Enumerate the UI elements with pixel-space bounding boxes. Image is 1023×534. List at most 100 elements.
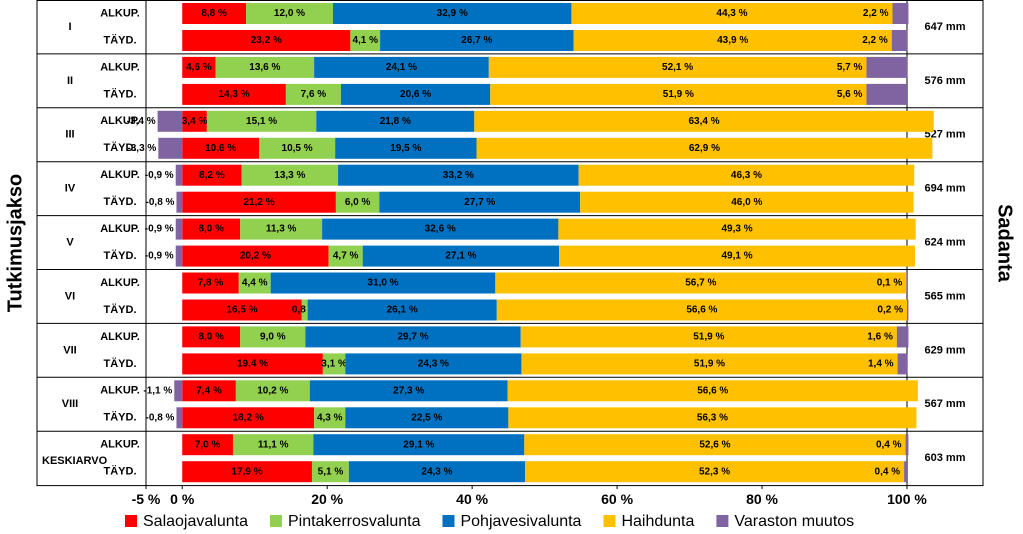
bar-segment (182, 407, 315, 429)
value-label: 56,6 % (697, 385, 728, 396)
bar-segment (301, 299, 308, 321)
value-label: 4,6 % (186, 62, 212, 73)
bar-segment (866, 56, 908, 78)
group-label: VIII (62, 398, 79, 410)
row-label: ALKUP. (100, 7, 140, 19)
value-label: 56,7 % (685, 278, 716, 289)
value-label: 2,2 % (862, 35, 888, 46)
row-label: ALKUP. (100, 439, 140, 451)
value-label: -0,8 % (146, 412, 175, 423)
value-label: 11,1 % (258, 439, 289, 450)
value-label: 7,6 % (301, 89, 327, 100)
value-label: -0,9 % (145, 251, 174, 262)
bar-segment (158, 137, 183, 159)
bar-segment (314, 56, 489, 78)
bar-segment (182, 83, 286, 105)
value-label: 1,4 % (868, 359, 894, 370)
precipitation-label: 565 mm (925, 290, 966, 302)
value-label: 63,4 % (688, 116, 719, 127)
value-label: 26,1 % (387, 305, 418, 316)
value-label: 0,1 % (877, 278, 903, 289)
bar-segment (559, 245, 915, 267)
bar-segment (307, 299, 497, 321)
bar-segment (182, 164, 242, 186)
y2-axis-label: Sadanta (994, 204, 1016, 283)
bar-segment (474, 110, 934, 132)
row-label: TÄYD. (104, 87, 137, 100)
value-label: 31,0 % (367, 278, 398, 289)
value-label: 10,6 % (205, 143, 236, 154)
bar-segment (309, 380, 508, 402)
value-label: 3,4 % (182, 116, 208, 127)
bar-segment (380, 30, 574, 51)
value-label: 5,6 % (837, 89, 863, 100)
bar-segment (232, 434, 314, 456)
legend-label: Pintakerrosvalunta (288, 513, 421, 530)
bar-segment (285, 83, 341, 105)
value-label: 4,1 % (352, 35, 378, 46)
value-label: 52,6 % (699, 439, 730, 450)
legend-swatch (603, 515, 616, 527)
value-label: 8,0 % (198, 224, 224, 235)
group-label: III (65, 129, 74, 141)
bar-segment (345, 407, 509, 429)
bar-segment (240, 218, 323, 240)
bar-segment (246, 3, 333, 24)
value-label: 46,3 % (731, 170, 762, 181)
x-tick-label: 100 % (887, 491, 927, 507)
bar-segment (906, 272, 907, 294)
bar-segment (175, 245, 183, 267)
value-label: 18,2 % (233, 412, 264, 423)
value-label: 44,3 % (716, 8, 747, 19)
bar-segment (571, 3, 893, 24)
value-label: 5,7 % (837, 62, 863, 73)
bar-segment (176, 407, 183, 429)
value-label: 33,2 % (443, 170, 474, 181)
bar-segment (182, 245, 329, 267)
bar-segment (892, 3, 909, 24)
value-label: 0,4 % (875, 466, 901, 477)
bar-segment (866, 83, 907, 105)
bar-segment (328, 245, 363, 267)
bar-segment (182, 191, 336, 213)
legend-swatch (269, 515, 282, 527)
bar-segment (525, 461, 905, 483)
bar-segment (305, 326, 521, 348)
value-label: -0,9 % (145, 224, 174, 235)
row-label: TÄYD. (104, 357, 137, 370)
bar-segment (206, 110, 317, 132)
value-label: 21,8 % (380, 116, 411, 127)
value-label: 13,6 % (249, 62, 280, 73)
bar-segment (235, 380, 310, 402)
x-tick-label: 0 % (170, 491, 195, 507)
value-label: 52,1 % (662, 62, 693, 73)
bar-segment (182, 137, 260, 159)
bar-segment (182, 110, 207, 132)
precipitation-label: 576 mm (925, 75, 966, 87)
bar-segment (379, 191, 581, 213)
bar-segment (897, 353, 908, 375)
value-label: 29,1 % (403, 439, 434, 450)
bar-segment (182, 218, 241, 240)
precipitation-label: 567 mm (925, 398, 966, 410)
legend-label: Pohjavesivalunta (460, 513, 581, 530)
bar-segment (182, 353, 323, 375)
bar-segment (335, 137, 477, 159)
value-label: 8,8 % (201, 8, 227, 19)
bar-segment (335, 191, 380, 213)
bar-segment (476, 137, 933, 159)
row-label: TÄYD. (104, 465, 137, 478)
bar-segment (322, 218, 559, 240)
bar-segment (182, 30, 351, 51)
bar-segment (157, 110, 183, 132)
bar-segment (175, 164, 183, 186)
value-label: 24,3 % (418, 359, 449, 370)
value-label: 43,9 % (717, 35, 748, 46)
bar-segment (495, 272, 907, 294)
value-label: 29,7 % (398, 332, 429, 343)
x-tick-label: 40 % (456, 491, 488, 507)
value-label: 49,3 % (721, 224, 752, 235)
group-label: V (66, 237, 74, 249)
group-label: VI (65, 290, 75, 302)
bar-segment (520, 326, 897, 348)
